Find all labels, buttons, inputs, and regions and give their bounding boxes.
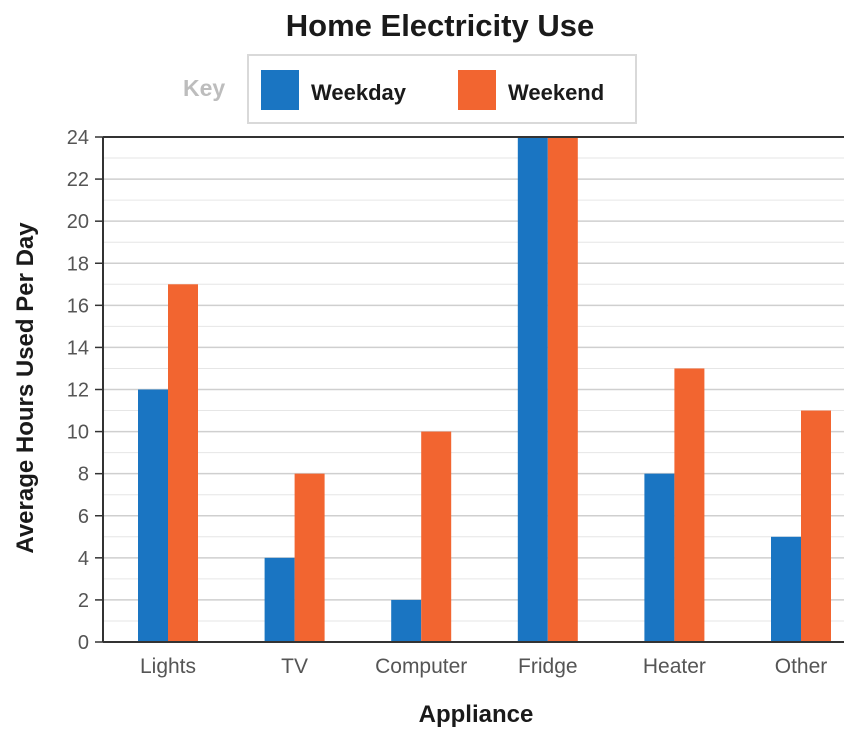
x-tick-labels: Lights TV Computer Fridge Heater Other — [140, 655, 827, 678]
y-tick-label: 12 — [67, 380, 89, 402]
x-tick-label: Other — [775, 655, 828, 678]
legend-swatch-weekday — [261, 70, 299, 110]
y-tick-label: 20 — [67, 211, 89, 233]
y-tick-label: 10 — [67, 422, 89, 444]
legend: Key Weekday Weekend — [183, 54, 637, 124]
bar-weekend-computer — [421, 431, 452, 642]
x-tick-label: Heater — [643, 655, 706, 678]
bar-weekday-lights — [138, 389, 168, 642]
bar-weekend-lights — [168, 284, 198, 642]
x-tick-label: Fridge — [518, 655, 578, 678]
bar-weekend-fridge — [547, 137, 578, 642]
x-tick-label: TV — [281, 655, 308, 678]
bar-weekday-other — [771, 536, 801, 642]
bars — [138, 137, 831, 642]
y-tick-label: 2 — [78, 590, 89, 612]
y-tick-label: 18 — [67, 253, 89, 275]
y-tick-label: 6 — [78, 506, 89, 528]
y-tick-label: 4 — [78, 548, 89, 570]
y-tick-label: 14 — [67, 337, 89, 359]
y-tick-label: 24 — [67, 127, 89, 149]
x-tick-label: Computer — [375, 655, 467, 678]
y-axis-title: Average Hours Used Per Day — [12, 222, 39, 554]
x-axis-title: Appliance — [419, 701, 534, 728]
legend-label-weekday: Weekday — [311, 80, 407, 105]
bar-weekend-other — [801, 410, 831, 642]
bar-weekday-heater — [644, 473, 675, 642]
legend-key-label: Key — [183, 75, 225, 101]
bar-weekend-tv — [294, 473, 325, 642]
legend-label-weekend: Weekend — [508, 80, 604, 105]
legend-swatch-weekend — [458, 70, 496, 110]
bar-weekend-heater — [674, 368, 705, 642]
y-tick-label: 0 — [78, 632, 89, 654]
y-tick-label: 22 — [67, 169, 89, 191]
y-tick-label: 8 — [78, 464, 89, 486]
bar-weekday-tv — [264, 557, 295, 642]
legend-box — [247, 54, 637, 124]
y-tick-label: 16 — [67, 295, 89, 317]
gridlines — [103, 136, 844, 622]
x-tick-label: Lights — [140, 655, 196, 678]
chart-title: Home Electricity Use — [286, 8, 594, 43]
bar-weekday-computer — [391, 599, 422, 642]
bar-weekday-fridge — [517, 137, 548, 642]
